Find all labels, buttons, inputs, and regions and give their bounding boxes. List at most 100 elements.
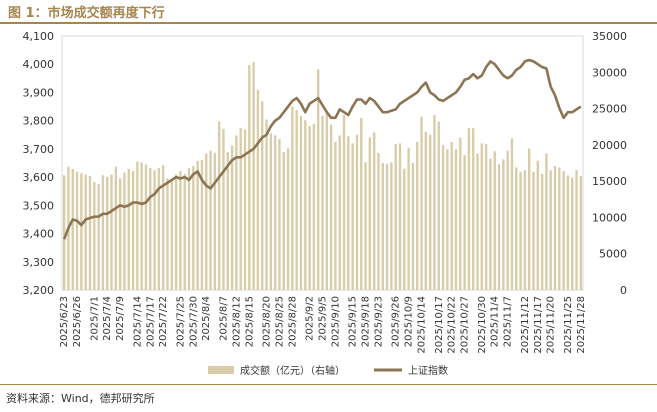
turnover-bar bbox=[127, 168, 130, 290]
x-tick-label: 2025/11/20 bbox=[546, 296, 557, 354]
turnover-bar bbox=[506, 150, 509, 290]
x-tick-label: 2025/10/30 bbox=[477, 296, 488, 354]
turnover-bar bbox=[428, 134, 432, 290]
chart-canvas: 3,200 3,300 3,400 3,500 3,600 3,700 3,800 3,900… bbox=[23, 30, 628, 377]
turnover-bar bbox=[329, 124, 333, 290]
turnover-bar bbox=[273, 135, 277, 290]
turnover-bar bbox=[416, 141, 419, 290]
turnover-bar bbox=[493, 151, 496, 290]
turnover-bar bbox=[394, 144, 397, 290]
x-tick-label: 2025/10/17 bbox=[434, 296, 445, 354]
turnover-bar bbox=[299, 115, 303, 290]
x-tick-label: 2025/10/27 bbox=[460, 296, 471, 354]
turnover-bar bbox=[463, 155, 466, 290]
turnover-bar bbox=[347, 136, 350, 290]
turnover-bar bbox=[243, 129, 247, 290]
turnover-bar bbox=[278, 139, 281, 290]
left-axis: 3,200 3,300 3,400 3,500 3,600 3,700 3,800 3,900… bbox=[23, 30, 55, 297]
left-tick-label: 4,100 bbox=[23, 30, 55, 43]
turnover-bar bbox=[312, 123, 316, 290]
index-line bbox=[62, 58, 582, 240]
turnover-bar bbox=[286, 148, 290, 290]
turnover-bar bbox=[97, 184, 100, 290]
x-tick-label: 2025/8/28 bbox=[287, 296, 298, 347]
turnover-bar bbox=[519, 171, 522, 290]
left-tick-label: 3,700 bbox=[23, 143, 55, 156]
turnover-bar bbox=[360, 118, 363, 290]
turnover-bar bbox=[351, 143, 354, 290]
x-tick-label: 2025/8/7 bbox=[219, 296, 230, 341]
turnover-bar bbox=[110, 174, 113, 290]
x-tick-label: 2025/8/4 bbox=[201, 296, 212, 341]
turnover-bar bbox=[424, 131, 428, 290]
x-tick-label: 2025/6/23 bbox=[59, 296, 70, 347]
x-tick-label: 2025/9/18 bbox=[361, 296, 372, 347]
turnover-bar bbox=[269, 133, 273, 290]
turnover-bar bbox=[467, 128, 471, 290]
turnover-bar bbox=[540, 173, 544, 290]
turnover-bar bbox=[252, 62, 255, 290]
turnover-bar bbox=[88, 176, 92, 290]
right-axis: 0 5000 10000 15000 20000 25000 30000 35000 bbox=[592, 30, 627, 297]
legend-bar-label: 成交额（亿元）（右轴） bbox=[240, 364, 345, 377]
turnover-bar bbox=[295, 110, 298, 291]
left-tick-label: 3,500 bbox=[23, 199, 55, 212]
turnover-bar bbox=[502, 159, 505, 290]
turnover-bar bbox=[140, 162, 143, 290]
turnover-bar bbox=[174, 174, 178, 290]
left-tick-label: 3,600 bbox=[23, 171, 55, 184]
x-tick-label: 2025/10/14 bbox=[417, 296, 428, 354]
turnover-bar bbox=[93, 181, 96, 290]
turnover-bar bbox=[450, 141, 453, 290]
x-tick-label: 2025/11/17 bbox=[533, 296, 544, 354]
right-tick-label: 25000 bbox=[592, 103, 627, 116]
turnover-bar bbox=[256, 89, 260, 290]
turnover-bar bbox=[398, 143, 402, 290]
x-tick-label: 2025/6/26 bbox=[72, 296, 83, 347]
right-tick-label: 15000 bbox=[592, 175, 627, 188]
left-tick-label: 4,000 bbox=[23, 58, 55, 71]
turnover-bar bbox=[433, 115, 436, 290]
turnover-bar bbox=[510, 138, 514, 290]
x-tick-label: 2025/7/30 bbox=[188, 296, 199, 347]
turnover-bar bbox=[217, 121, 221, 290]
turnover-bar bbox=[575, 170, 578, 290]
title-divider bbox=[0, 22, 657, 24]
right-tick-label: 0 bbox=[620, 284, 627, 297]
turnover-bar bbox=[338, 135, 341, 290]
turnover-bar bbox=[497, 164, 501, 290]
turnover-bar bbox=[368, 137, 372, 290]
turnover-bar bbox=[166, 178, 169, 290]
right-tick-label: 10000 bbox=[592, 211, 627, 224]
left-tick-label: 3,400 bbox=[23, 228, 55, 241]
turnover-bar bbox=[308, 125, 311, 291]
x-tick-label: 2025/8/15 bbox=[244, 296, 255, 347]
x-tick-label: 2025/8/20 bbox=[262, 296, 273, 347]
turnover-bar bbox=[101, 175, 105, 290]
left-tick-label: 3,200 bbox=[23, 284, 55, 297]
turnover-bar bbox=[226, 152, 229, 290]
turnover-bar bbox=[558, 167, 561, 290]
turnover-bar bbox=[84, 174, 87, 290]
right-tick-label: 30000 bbox=[592, 66, 627, 79]
x-tick-label: 2025/8/25 bbox=[274, 296, 285, 347]
turnover-bar bbox=[192, 165, 195, 290]
turnover-bar bbox=[472, 128, 475, 290]
turnover-bar bbox=[454, 149, 458, 290]
left-tick-label: 3,300 bbox=[23, 256, 55, 269]
turnover-bar bbox=[342, 115, 346, 290]
x-tick-label: 2025/9/23 bbox=[374, 296, 385, 347]
legend-line-label: 上证指数 bbox=[408, 364, 448, 377]
x-tick-label: 2025/7/17 bbox=[145, 296, 156, 347]
x-tick-label: 2025/9/10 bbox=[330, 296, 341, 347]
turnover-bar bbox=[196, 160, 199, 290]
x-tick-label: 2025/11/7 bbox=[503, 296, 514, 347]
x-tick-label: 2025/7/14 bbox=[132, 296, 143, 347]
turnover-bar bbox=[484, 144, 488, 290]
turnover-bar bbox=[261, 101, 264, 290]
turnover-bar bbox=[205, 153, 208, 290]
source-note: 资料来源：Wind，德邦研究所 bbox=[6, 392, 155, 405]
turnover-bar bbox=[562, 170, 565, 290]
turnover-bar bbox=[187, 168, 191, 290]
turnover-bar bbox=[377, 152, 380, 290]
